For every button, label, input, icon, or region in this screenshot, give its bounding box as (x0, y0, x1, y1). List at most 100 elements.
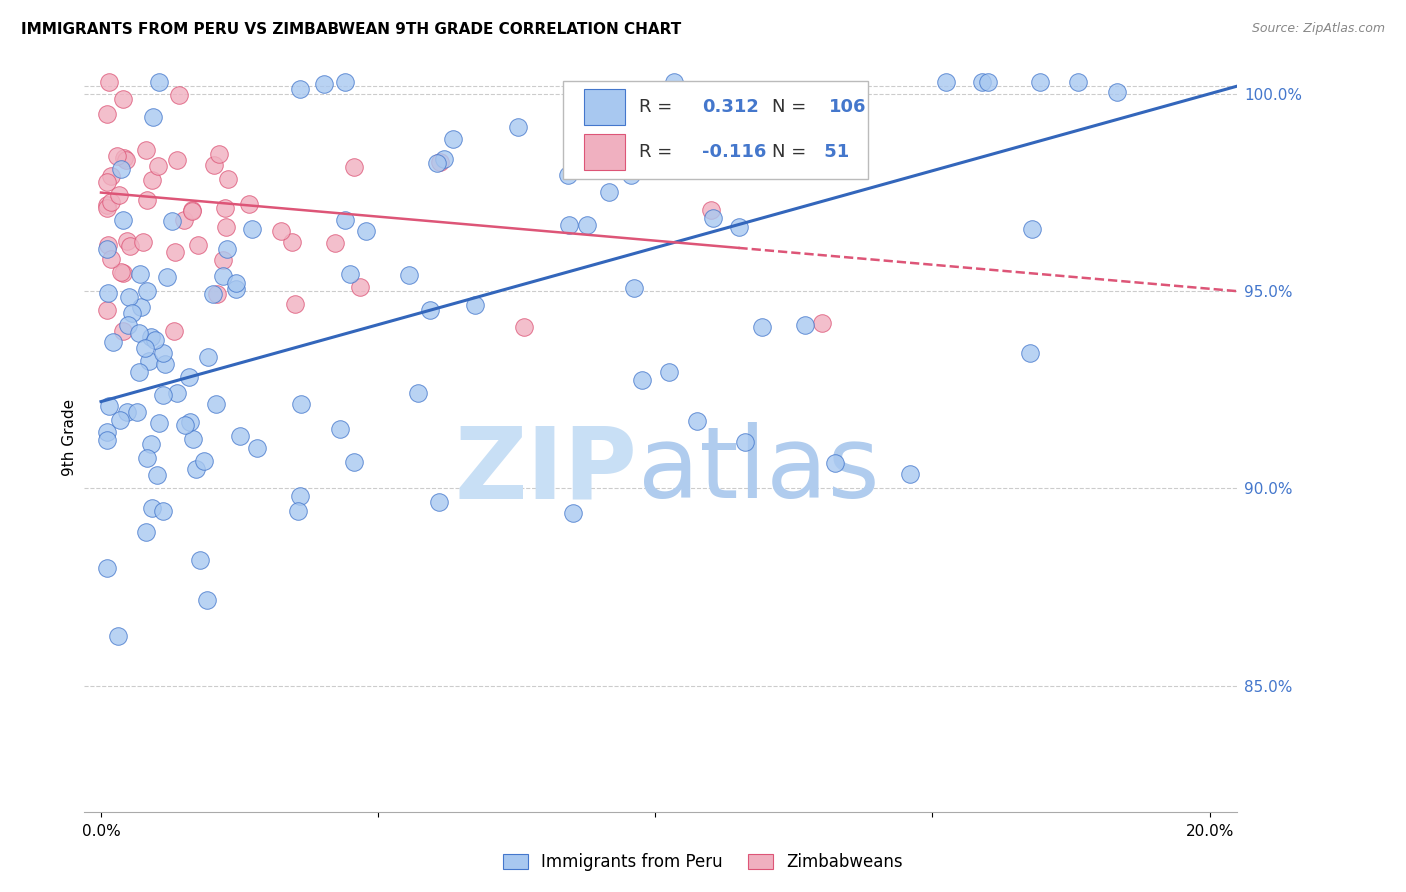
Point (117, 318, 139, 332)
Point (343, 455, 366, 469)
Point (184, 461, 207, 475)
Text: 106: 106 (830, 98, 866, 117)
Point (631, 373, 654, 387)
Point (406, 385, 429, 400)
Point (1019, 346, 1042, 360)
Point (139, 330, 162, 344)
Point (111, 324, 134, 338)
Point (107, 629, 129, 643)
Text: ZIP: ZIP (456, 422, 638, 519)
Point (246, 442, 269, 456)
Point (1029, 75, 1052, 89)
Point (197, 350, 219, 364)
Point (343, 160, 366, 174)
Text: 0.312: 0.312 (703, 98, 759, 117)
Point (513, 319, 536, 334)
Point (177, 370, 200, 384)
Point (121, 306, 143, 320)
Text: R =: R = (638, 144, 678, 161)
Point (195, 592, 218, 607)
Point (100, 252, 122, 267)
Point (205, 286, 228, 301)
Point (898, 467, 921, 481)
Text: 20.0%: 20.0% (1185, 823, 1233, 838)
Point (188, 553, 211, 567)
Point (180, 204, 202, 219)
Point (115, 153, 138, 167)
Point (173, 417, 195, 432)
Point (312, 77, 335, 91)
Point (112, 151, 135, 165)
Point (97, 238, 120, 252)
Point (142, 111, 165, 125)
FancyBboxPatch shape (583, 135, 626, 170)
Point (96, 242, 118, 256)
Point (96, 201, 118, 215)
FancyBboxPatch shape (583, 89, 626, 126)
Point (270, 224, 292, 238)
Point (128, 326, 150, 340)
Point (575, 218, 598, 232)
Point (96, 433, 118, 447)
Text: Source: ZipAtlas.com: Source: ZipAtlas.com (1251, 22, 1385, 36)
Point (96, 197, 118, 211)
Point (111, 92, 134, 106)
Point (211, 253, 233, 268)
Point (333, 213, 356, 227)
Point (187, 238, 209, 252)
Point (118, 238, 141, 252)
Point (148, 159, 170, 173)
Point (155, 357, 177, 371)
Point (240, 222, 263, 236)
Point (215, 242, 238, 256)
Point (1067, 75, 1090, 89)
Point (96, 175, 118, 189)
Point (115, 405, 138, 419)
Point (970, 75, 993, 89)
Point (290, 397, 312, 411)
Point (211, 268, 233, 283)
Point (215, 220, 238, 235)
Text: IMMIGRANTS FROM PERU VS ZIMBABWEAN 9TH GRADE CORRELATION CHART: IMMIGRANTS FROM PERU VS ZIMBABWEAN 9TH G… (21, 22, 682, 37)
Y-axis label: 9th Grade: 9th Grade (62, 399, 77, 475)
Point (288, 82, 311, 96)
Point (105, 149, 128, 163)
Point (623, 280, 645, 294)
Point (506, 120, 529, 134)
Point (108, 188, 131, 202)
Point (721, 118, 744, 132)
Point (156, 270, 179, 285)
Point (561, 506, 583, 520)
Text: N =: N = (772, 144, 811, 161)
Point (128, 365, 150, 379)
Point (152, 504, 174, 518)
Point (111, 212, 134, 227)
Point (426, 156, 449, 170)
Point (349, 280, 371, 294)
Point (136, 285, 159, 299)
Text: R =: R = (638, 98, 678, 117)
Point (181, 432, 204, 446)
Point (96, 107, 118, 121)
Point (702, 211, 724, 226)
Point (658, 365, 681, 379)
Point (225, 277, 247, 291)
Point (558, 218, 581, 232)
Point (163, 244, 186, 259)
Point (108, 413, 131, 427)
Point (214, 201, 236, 215)
Point (202, 158, 225, 172)
Point (110, 161, 132, 176)
Legend: Immigrants from Peru, Zimbabweans: Immigrants from Peru, Zimbabweans (495, 845, 911, 880)
Point (287, 504, 309, 518)
Text: 51: 51 (818, 144, 849, 161)
Point (441, 131, 464, 145)
Point (728, 219, 751, 234)
Point (329, 422, 352, 436)
Point (179, 416, 201, 430)
Point (148, 75, 170, 89)
Point (662, 75, 685, 89)
Point (167, 88, 190, 103)
Point (96, 425, 118, 440)
Point (135, 524, 157, 539)
